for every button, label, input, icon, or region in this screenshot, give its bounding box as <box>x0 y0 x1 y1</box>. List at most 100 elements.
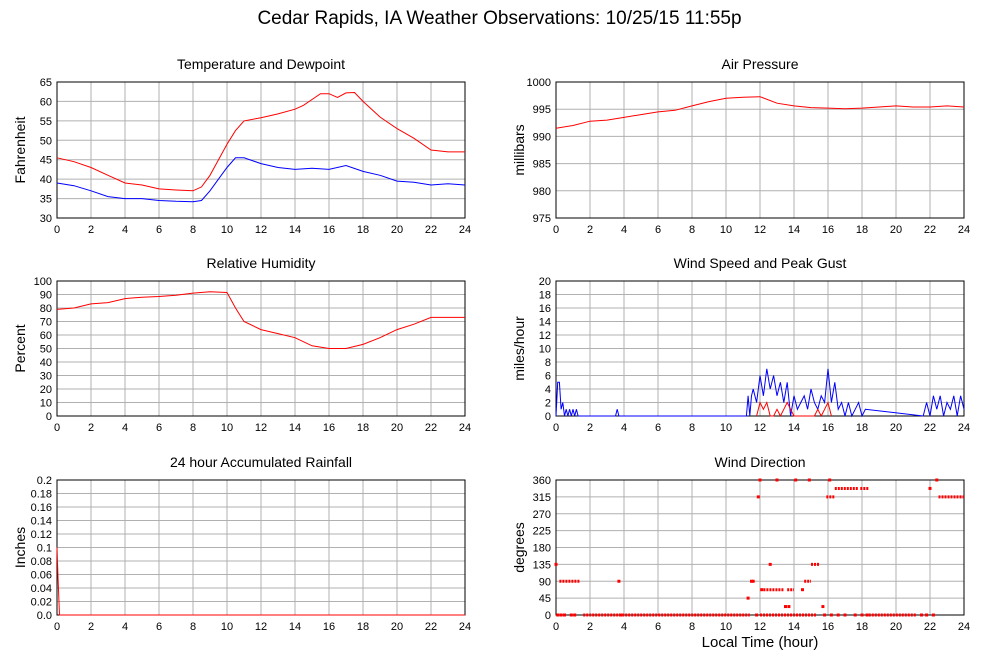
y-tick-label: 135 <box>533 559 551 571</box>
direction-point <box>925 613 929 617</box>
panel-temp: 0 2 4 6 8 10 12 14 16 18 20 22 243035404550556065Tem… <box>12 56 471 236</box>
series-line <box>555 368 965 418</box>
y-tick-label: 0.04 <box>31 583 52 595</box>
y-tick-label: 10 <box>539 344 551 356</box>
x-tick-label: 2 <box>587 621 593 633</box>
x-tick-label: 20 <box>890 224 902 236</box>
x-tick-label: 20 <box>391 422 403 434</box>
y-tick-label: 0.1 <box>37 543 52 555</box>
direction-point <box>756 495 760 499</box>
direction-point <box>569 613 573 617</box>
x-tick-label: 14 <box>788 422 800 434</box>
x-tick-label: 10 <box>221 422 233 434</box>
x-tick-label: 8 <box>689 621 695 633</box>
series-line <box>56 291 465 349</box>
y-tick-label: 985 <box>533 159 551 171</box>
y-tick-label: 0 <box>545 610 551 622</box>
series-line <box>56 547 465 616</box>
y-axis-label: Inches <box>12 527 28 568</box>
direction-point <box>829 613 833 617</box>
y-axis-label: Fahrenheit <box>12 116 28 183</box>
y-tick-label: 0 <box>46 411 52 423</box>
direction-point <box>931 613 935 617</box>
direction-point <box>801 588 804 592</box>
x-tick-label: 20 <box>890 422 902 434</box>
x-tick-label: 10 <box>720 621 732 633</box>
panel-rain: 0 2 4 6 8 10 12 14 16 18 20 22 240.00.020.040.060.08… <box>12 454 471 633</box>
direction-point <box>836 613 840 617</box>
direction-point <box>784 605 787 609</box>
x-tick-label: 6 <box>156 621 162 633</box>
y-tick-label: 0.2 <box>37 475 52 487</box>
x-tick-label: 16 <box>822 621 834 633</box>
y-axis-label: millibars <box>511 124 527 175</box>
series-line <box>56 157 466 203</box>
x-tick-label: 12 <box>255 224 267 236</box>
y-tick-label: 360 <box>533 475 551 487</box>
x-tick-label: 22 <box>924 224 936 236</box>
x-tick-label: 8 <box>190 621 196 633</box>
x-tick-label: 2 <box>88 422 94 434</box>
y-tick-label: 80 <box>40 303 52 315</box>
direction-point <box>823 613 827 617</box>
x-tick-label: 18 <box>357 224 369 236</box>
x-tick-label: 16 <box>822 422 834 434</box>
direction-point <box>758 478 762 482</box>
direction-point <box>920 613 923 617</box>
x-tick-label: 8 <box>689 422 695 434</box>
plot-frame <box>56 81 466 219</box>
y-tick-label: 20 <box>40 384 52 396</box>
y-tick-label: 975 <box>533 213 551 225</box>
y-tick-label: 100 <box>34 276 52 288</box>
x-tick-label: 0 <box>553 422 559 434</box>
y-tick-label: 35 <box>40 194 52 206</box>
x-tick-label: 14 <box>788 621 800 633</box>
x-tick-label: 8 <box>190 224 196 236</box>
x-tick-label: 22 <box>425 621 437 633</box>
y-tick-label: 12 <box>539 330 551 342</box>
x-tick-label: 18 <box>856 224 868 236</box>
x-tick-label: 16 <box>323 621 335 633</box>
chart-title: Temperature and Dewpoint <box>177 56 345 72</box>
chart-title: 24 hour Accumulated Rainfall <box>170 454 352 470</box>
x-tick-label: 18 <box>856 422 868 434</box>
x-tick-label: 2 <box>88 224 94 236</box>
direction-point <box>573 613 577 617</box>
y-tick-label: 0 <box>545 411 551 423</box>
x-tick-label: 14 <box>788 224 800 236</box>
y-tick-label: 2 <box>545 398 551 410</box>
x-tick-label: 12 <box>754 224 766 236</box>
y-tick-label: 40 <box>40 174 52 186</box>
direction-point <box>619 613 623 617</box>
y-tick-label: 90 <box>40 290 52 302</box>
x-tick-label: 22 <box>425 422 437 434</box>
x-tick-label: 6 <box>156 224 162 236</box>
y-tick-label: 6 <box>545 371 551 383</box>
y-axis-label: miles/hour <box>511 316 527 381</box>
y-tick-label: 0.18 <box>31 489 52 501</box>
y-tick-label: 55 <box>40 116 52 128</box>
x-tick-label: 16 <box>323 422 335 434</box>
x-tick-label: 0 <box>54 621 60 633</box>
direction-point <box>556 613 560 617</box>
x-tick-label: 0 <box>553 621 559 633</box>
chart-title: Wind Speed and Peak Gust <box>674 255 847 271</box>
y-axis-label: Percent <box>12 324 28 372</box>
series-line <box>555 96 965 129</box>
chart-title: Air Pressure <box>721 56 798 72</box>
y-tick-label: 45 <box>40 155 52 167</box>
y-tick-label: 30 <box>40 371 52 383</box>
direction-point <box>760 588 764 592</box>
direction-point <box>746 596 750 600</box>
direction-point <box>750 579 753 583</box>
x-tick-label: 2 <box>587 422 593 434</box>
y-tick-label: 1000 <box>527 77 551 89</box>
chart-title: Relative Humidity <box>207 255 316 271</box>
y-tick-label: 0.02 <box>31 597 52 609</box>
x-tick-label: 6 <box>655 422 661 434</box>
x-tick-label: 12 <box>754 422 766 434</box>
panel-wind: 0 2 4 6 8 10 12 14 16 18 20 22 2402468101214161820Wi… <box>511 255 970 434</box>
y-tick-label: 45 <box>539 593 551 605</box>
y-tick-label: 14 <box>539 317 551 329</box>
